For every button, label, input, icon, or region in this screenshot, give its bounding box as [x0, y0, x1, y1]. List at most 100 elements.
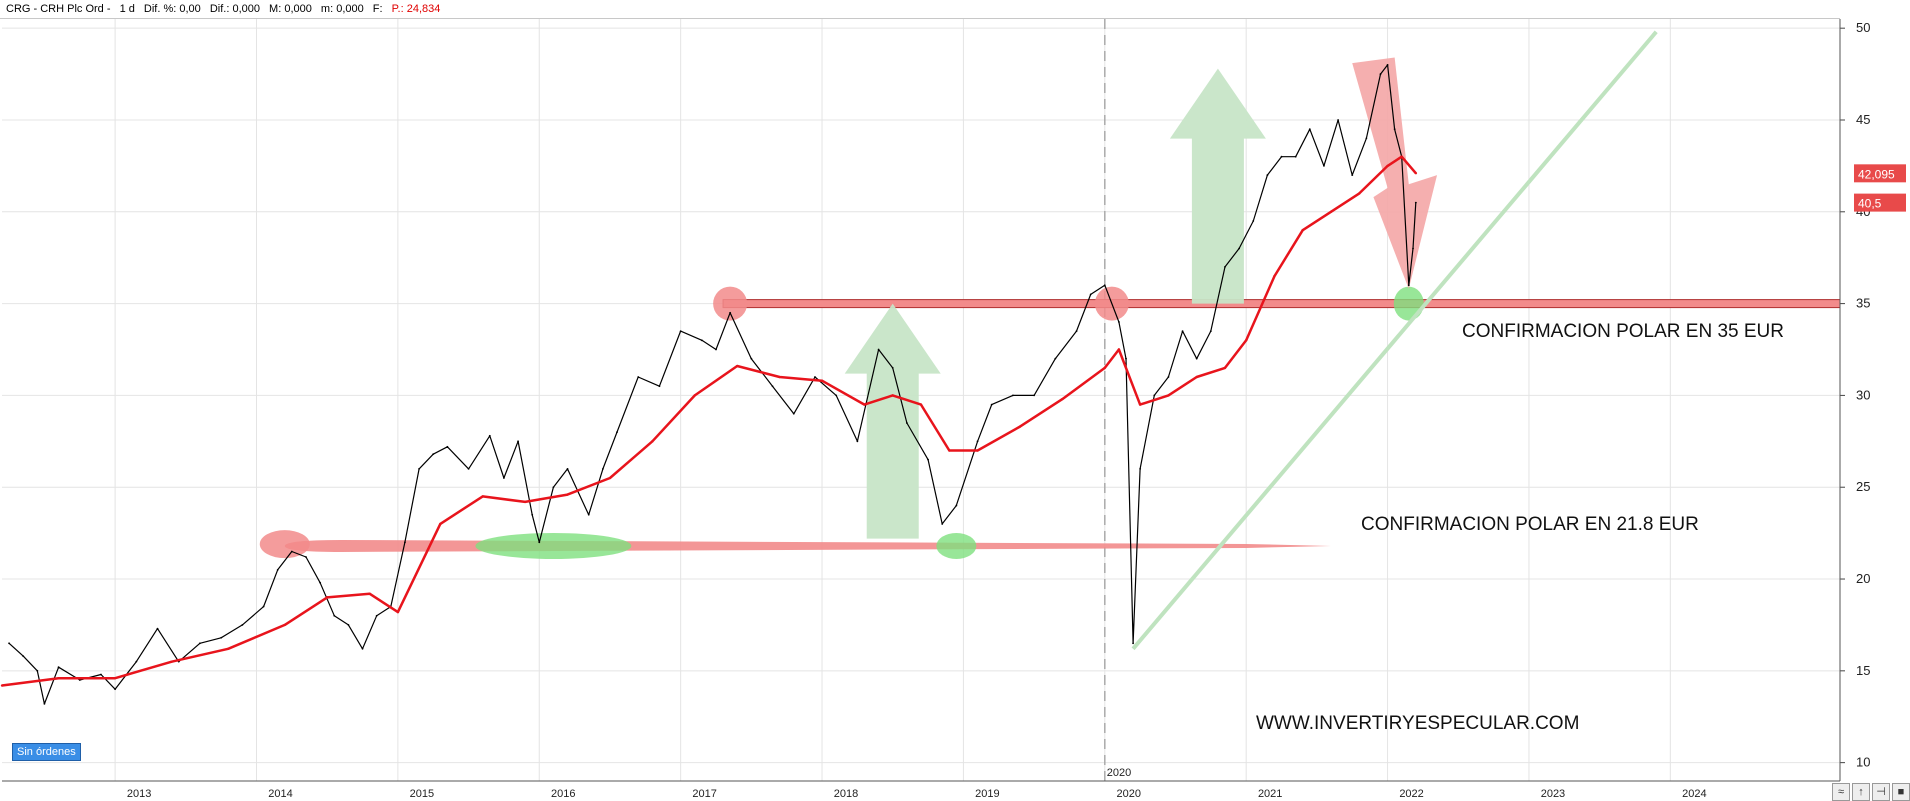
x-tick-label: 2020 — [1117, 788, 1141, 800]
price-point — [1379, 73, 1382, 75]
ma-point — [736, 364, 739, 368]
price-point — [729, 311, 732, 314]
watermark-text: WWW.INVERTIRYESPECULAR.COM — [1256, 713, 1579, 734]
price-point — [587, 513, 590, 516]
x-tick-label: 2021 — [1258, 788, 1282, 800]
price-point — [715, 348, 717, 351]
price-point — [976, 440, 979, 443]
ma-point — [891, 394, 894, 397]
price-point — [1125, 357, 1127, 360]
price-point — [1012, 394, 1014, 397]
price-point — [8, 642, 10, 645]
price-point — [552, 486, 555, 489]
price-point — [432, 453, 435, 456]
price-point — [290, 550, 293, 553]
resistance-band-35 — [722, 299, 1841, 309]
ma-point — [227, 647, 230, 650]
price-point — [1337, 119, 1339, 121]
ma-point — [820, 379, 824, 382]
price-point — [891, 366, 894, 369]
ma-point — [57, 676, 60, 680]
price-point — [771, 385, 774, 388]
axes: 2013 2014 2015 2016 2017 2018 2019 2020 2021 2022… — [2, 19, 1870, 800]
ma-point — [170, 660, 173, 663]
x-tick-label: 2014 — [268, 788, 292, 800]
price-point — [135, 660, 138, 663]
ma-point — [481, 495, 484, 498]
price-point — [1075, 330, 1078, 333]
price-point — [418, 467, 420, 470]
trendline — [1131, 30, 1658, 651]
max-label: M: 0,000 — [269, 3, 312, 15]
price-point — [1323, 164, 1325, 167]
last-price-tag: 40,5 — [1858, 197, 1882, 211]
price-point — [1308, 128, 1311, 131]
panel-icon[interactable]: ■ — [1892, 783, 1910, 801]
price-point — [905, 422, 908, 424]
price-point — [1351, 174, 1354, 176]
price-point — [22, 655, 25, 658]
price-point — [927, 458, 929, 461]
price-point — [1139, 467, 1142, 470]
ma-point — [1273, 274, 1276, 278]
price-point — [347, 624, 350, 626]
ma-point — [1195, 375, 1198, 379]
ma-point — [608, 476, 612, 480]
moving-average-line — [1, 155, 1417, 687]
ma-point — [396, 610, 400, 614]
price-point — [156, 627, 159, 630]
price-point — [1103, 284, 1106, 287]
price-point — [100, 673, 102, 676]
dif-pct-label: Dif. %: 0,00 — [143, 3, 201, 15]
price-point — [78, 679, 81, 681]
ma-point — [1329, 210, 1333, 213]
price-point — [856, 440, 859, 443]
ma-point — [325, 596, 329, 599]
arrow-icon[interactable]: ↑ — [1852, 783, 1870, 801]
status-badge: Sin órdenes — [12, 743, 81, 761]
price-point — [1209, 330, 1212, 333]
price-point — [57, 666, 60, 669]
y-tick-label: 30 — [1856, 387, 1870, 402]
green-zone-2019 — [936, 532, 977, 559]
price-point — [750, 357, 753, 360]
f-label: F: — [372, 3, 383, 15]
price-point — [835, 394, 838, 397]
price-point — [333, 614, 336, 617]
price-point — [220, 636, 223, 639]
red-zone-2014 — [259, 530, 310, 559]
price-point — [1118, 321, 1120, 323]
price-point — [679, 330, 682, 333]
period-label[interactable]: 1 d — [119, 3, 135, 15]
price-point — [1386, 64, 1389, 66]
ma-point — [1358, 192, 1361, 195]
price-point — [1224, 265, 1226, 268]
price-point — [1181, 330, 1184, 333]
price-point — [114, 688, 117, 691]
pin-icon[interactable]: ⊣ — [1872, 783, 1890, 801]
x-tick-label: 2024 — [1682, 788, 1706, 800]
price-point — [814, 376, 816, 378]
ma-point — [1400, 155, 1403, 158]
symbol-label: CRG - CRH Plc Ord - — [6, 3, 111, 15]
price-point — [276, 568, 279, 571]
price-point — [990, 403, 993, 406]
price-point — [1054, 357, 1057, 360]
dif-label: Dif.: 0,000 — [209, 3, 260, 15]
grid — [2, 19, 1840, 781]
price-point — [446, 445, 449, 448]
price-point — [1089, 293, 1092, 296]
price-point — [503, 477, 505, 479]
price-label: P.: 24,834 — [391, 3, 441, 15]
price-point — [601, 467, 604, 470]
price-point — [1252, 220, 1255, 222]
ma-point — [113, 676, 117, 680]
overlays — [259, 19, 1841, 781]
wave-icon[interactable]: ≈ — [1832, 783, 1850, 801]
price-point — [658, 385, 661, 388]
price-point — [531, 513, 534, 516]
x-tick-label: 2015 — [410, 788, 434, 800]
y-tick-label: 45 — [1856, 112, 1870, 127]
price-point — [43, 702, 46, 705]
